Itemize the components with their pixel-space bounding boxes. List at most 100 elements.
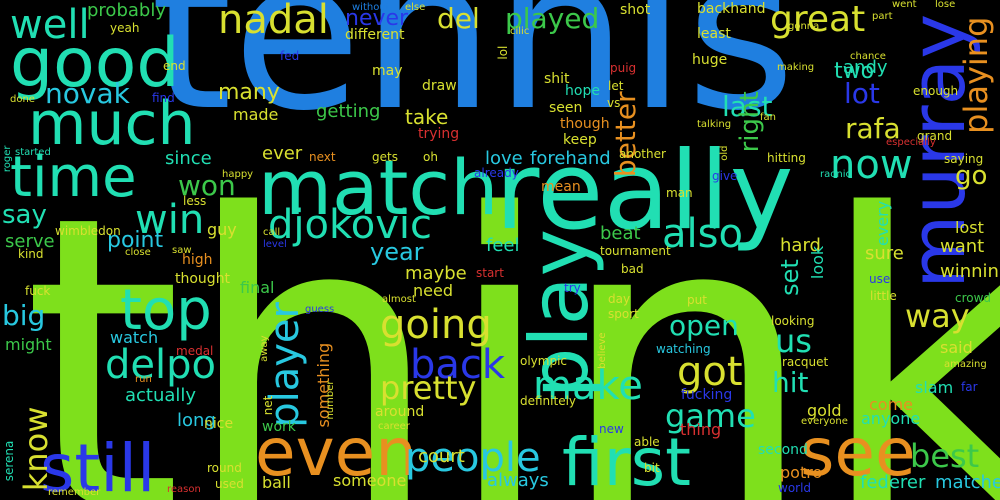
word-old: old [719,145,730,161]
word-first: first [562,424,691,500]
word-novak: novak [45,77,130,110]
word-away: away [259,335,270,362]
word-much: much [28,89,196,159]
word-used: used [215,477,244,491]
word-another: another [619,147,666,161]
word-never: never [345,6,409,31]
word-every: every [873,200,892,247]
word-fan: fan [760,112,776,123]
word-crowd: crowd [955,291,992,305]
word-everyone: everyone [801,416,848,427]
word-year: year [370,238,424,266]
word-chance: chance [850,51,886,62]
word-vs: vs [607,96,621,110]
word-ever: ever [262,143,303,164]
word-net: net [261,395,275,416]
word-roger: roger [2,145,13,173]
word-want: want [940,236,985,257]
word-now: now [830,142,913,188]
word-last: last [722,90,773,123]
word-win: win [135,197,205,243]
word-said: said [940,338,973,357]
word-winning: winning [940,261,1000,282]
word-us: us [775,322,812,360]
word-way: way [905,297,970,335]
word-guy: guy [207,220,237,239]
word-potro: potro [780,463,823,482]
word-know: know [17,406,55,492]
word-anyone: anyone [861,409,921,428]
word-slam: slam [915,378,954,397]
word-love: love [485,148,523,169]
word-draw: draw [422,78,457,94]
word-look: look [808,245,827,280]
word-feel: feel [486,235,520,256]
word-puig: puig [610,61,637,75]
word-new: new [599,422,624,436]
word-second: second [758,442,808,458]
word-able: able [634,435,660,449]
word-great: great [770,0,866,40]
word-remember: remember [48,487,101,498]
word-final: final [240,278,275,297]
word-match: match [258,143,499,232]
word-next: next [309,150,336,164]
word-hit: hit [772,366,809,399]
word-almost: almost [382,294,416,305]
word-back: back [410,342,506,388]
word-yeah: yeah [110,21,140,35]
word-use: use [869,272,891,286]
word-won: won [178,169,236,202]
word-game: game [665,397,756,435]
word-racquet: racquet [782,355,829,369]
word-really: really [495,129,794,254]
word-say: say [2,200,47,230]
word-run: run [135,374,152,385]
word-court: court [418,446,465,467]
word-career: career [378,421,410,432]
word-sport: sport [608,307,639,321]
word-actually: actually [125,385,197,406]
word-probably: probably [87,0,166,21]
word-put: put [687,293,707,307]
word-tennis: tennis [150,0,796,157]
word-definitely: definitely [520,394,577,408]
word-reason: reason [167,484,201,495]
word-fed: fed [280,49,300,63]
word-go: go [955,161,988,191]
word-keep: keep [563,132,597,148]
word-people: people [405,435,541,481]
word-made: made [233,105,279,124]
word-looking: looking [771,314,815,328]
word-watching: watching [656,342,711,356]
word-seen: seen [549,100,583,116]
word-far: far [961,380,978,394]
word-bit: bit [644,461,660,475]
word-always: always [487,470,549,491]
word-lose: lose [935,0,956,10]
word-playing: playing [957,16,995,134]
word-djokovic: djokovic [268,202,432,248]
word-best: best [910,437,980,475]
word-though: though [560,116,610,132]
word-less: less [183,194,207,208]
word-good: good [10,24,180,103]
word-man: man [666,186,693,200]
word-may: may [372,63,403,79]
word-fuck: fuck [25,284,51,298]
word-long: long [177,410,216,431]
word-grand: grand [917,129,953,143]
word-take: take [405,105,449,129]
word-started: started [15,147,51,158]
word-call: call [263,227,281,238]
word-oh: oh [423,150,438,164]
word-happy: happy [222,169,254,180]
word-come: come [869,395,914,414]
word-shit: shit [544,71,570,87]
word-need: need [413,281,453,300]
word-lol: lol [496,45,510,60]
word-got: got [677,349,743,395]
word-making: making [777,62,815,73]
word-amazing: amazing [944,359,987,370]
